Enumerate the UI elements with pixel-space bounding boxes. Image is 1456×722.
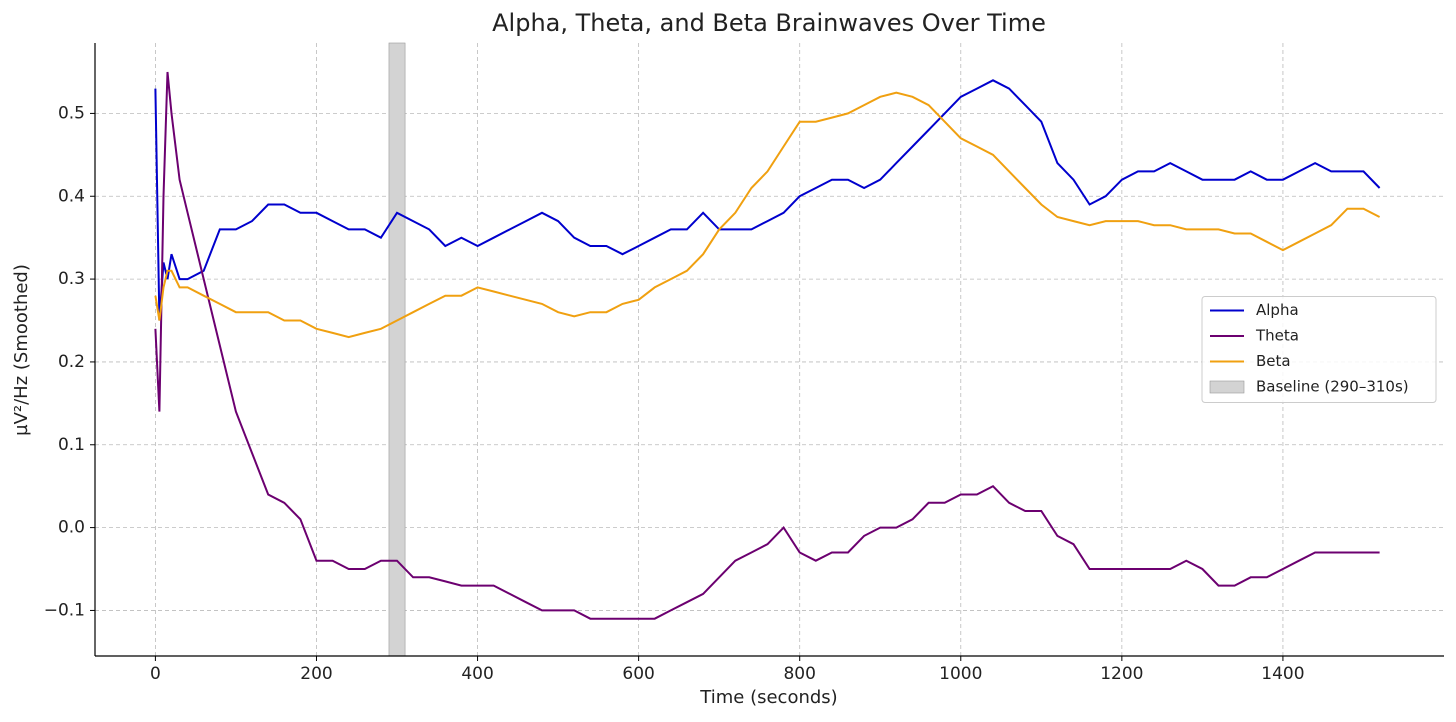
- legend-label: Beta: [1256, 352, 1291, 370]
- y-tick-label: 0.4: [58, 186, 85, 206]
- x-tick-label: 400: [461, 664, 493, 684]
- x-tick-label: 1200: [1100, 664, 1143, 684]
- baseline-band: [388, 42, 406, 657]
- legend-label: Theta: [1255, 327, 1299, 345]
- x-tick-label: 1400: [1261, 664, 1304, 684]
- legend-label: Baseline (290–310s): [1256, 378, 1409, 396]
- legend-box: [1201, 296, 1437, 403]
- x-tick-label: 0: [150, 664, 161, 684]
- x-tick-label: 200: [300, 664, 332, 684]
- y-tick-label: 0.2: [58, 352, 85, 372]
- y-tick-label: 0.3: [58, 269, 85, 289]
- chart-title: Alpha, Theta, and Beta Brainwaves Over T…: [492, 9, 1046, 37]
- x-tick-label: 800: [783, 664, 815, 684]
- y-tick-label: −0.1: [44, 600, 85, 620]
- y-tick-label: 0.1: [58, 435, 85, 455]
- x-tick-label: 1000: [939, 664, 982, 684]
- x-axis-label: Time (seconds): [699, 687, 837, 708]
- x-tick-label: 600: [622, 664, 654, 684]
- series-line: [154, 79, 1381, 321]
- legend-swatch: [1209, 380, 1245, 394]
- y-tick-label: 0.5: [58, 103, 85, 123]
- y-axis-label: µV²/Hz (Smoothed): [11, 264, 32, 436]
- legend-label: Alpha: [1256, 301, 1299, 319]
- series-line: [154, 91, 1381, 339]
- y-tick-label: 0.0: [58, 518, 85, 538]
- series-line: [154, 71, 1380, 620]
